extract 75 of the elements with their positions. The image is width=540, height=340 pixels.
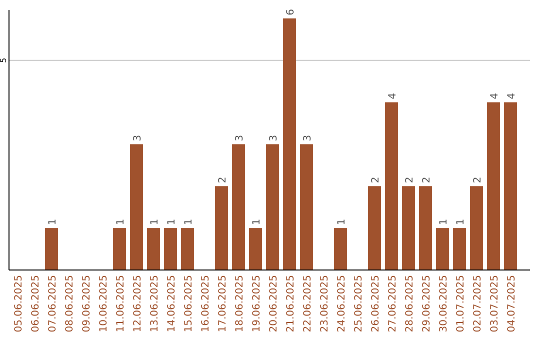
x-tick-label: 02.07.2025 — [472, 275, 484, 332]
x-tick-label: 11.06.2025 — [116, 275, 126, 332]
x-tick-label: 04.07.2025 — [506, 275, 518, 332]
x-tick-label: 24.06.2025 — [336, 275, 348, 332]
bar — [368, 186, 381, 270]
bar — [215, 186, 228, 270]
bar — [419, 186, 432, 270]
bar — [385, 102, 398, 270]
data-label: 3 — [132, 134, 144, 142]
bar — [283, 18, 296, 270]
x-tick-label: 06.06.2025 — [30, 275, 42, 332]
data-label: 1 — [184, 218, 194, 226]
y-tick-label: 5 — [0, 58, 8, 63]
x-tick-label: 19.06.2025 — [252, 275, 262, 332]
x-tick-label: 01.07.2025 — [456, 275, 466, 332]
bar — [470, 186, 483, 270]
bar — [436, 228, 449, 270]
x-tick-label: 10.06.2025 — [98, 275, 110, 332]
bar — [300, 144, 313, 270]
x-tick-label: 30.06.2025 — [438, 275, 450, 332]
x-tick-label: 26.06.2025 — [370, 275, 382, 332]
data-label: 2 — [218, 176, 228, 184]
data-label: 2 — [472, 176, 484, 184]
bar — [402, 186, 415, 270]
data-label: 4 — [388, 92, 398, 100]
bar — [249, 228, 262, 270]
x-tick-label: 23.06.2025 — [320, 275, 330, 332]
data-label: 1 — [166, 218, 178, 226]
bar — [181, 228, 194, 270]
x-tick-label: 03.07.2025 — [490, 275, 500, 332]
x-tick-label: 09.06.2025 — [82, 275, 92, 332]
x-tick-label: 18.06.2025 — [234, 275, 246, 332]
bar — [504, 102, 517, 270]
bar — [487, 102, 500, 270]
data-label: 1 — [116, 218, 126, 226]
data-label: 1 — [150, 218, 160, 226]
x-tick-label: 20.06.2025 — [268, 275, 280, 332]
data-label: 1 — [48, 218, 58, 226]
data-label: 1 — [438, 218, 450, 226]
x-tick-label: 08.06.2025 — [64, 275, 76, 332]
bar — [45, 228, 58, 270]
x-tick-label: 05.06.2025 — [14, 275, 24, 332]
x-tick-label: 29.06.2025 — [422, 275, 432, 332]
data-label: 4 — [490, 92, 500, 100]
x-tick-label: 16.06.2025 — [200, 275, 212, 332]
x-tick-label: 27.06.2025 — [388, 275, 398, 332]
data-label: 4 — [506, 92, 518, 100]
x-tick-label: 25.06.2025 — [354, 275, 364, 332]
bar — [232, 144, 245, 270]
data-label: 2 — [370, 176, 382, 184]
x-tick-label: 15.06.2025 — [184, 275, 194, 332]
x-tick-label: 21.06.2025 — [286, 275, 296, 332]
x-tick-label: 12.06.2025 — [132, 275, 144, 332]
bar — [266, 144, 279, 270]
x-tick-label: 07.06.2025 — [48, 275, 58, 332]
bar — [147, 228, 160, 270]
data-label: 3 — [234, 134, 246, 142]
x-tick-label: 22.06.2025 — [302, 275, 314, 332]
bar — [334, 228, 347, 270]
x-tick-label: 13.06.2025 — [150, 275, 160, 332]
x-tick-label: 28.06.2025 — [404, 275, 416, 332]
data-label: 1 — [252, 218, 262, 226]
bar — [164, 228, 177, 270]
data-label: 3 — [302, 134, 314, 142]
data-label: 2 — [422, 176, 432, 184]
bar — [113, 228, 126, 270]
x-tick-label: 14.06.2025 — [166, 275, 178, 332]
data-label: 3 — [268, 134, 280, 142]
data-label: 6 — [286, 9, 296, 16]
bar — [453, 228, 466, 270]
data-label: 1 — [336, 218, 348, 226]
x-tick-label: 17.06.2025 — [218, 275, 228, 332]
data-label: 2 — [404, 176, 416, 184]
data-label: 1 — [456, 218, 466, 226]
bar — [130, 144, 143, 270]
